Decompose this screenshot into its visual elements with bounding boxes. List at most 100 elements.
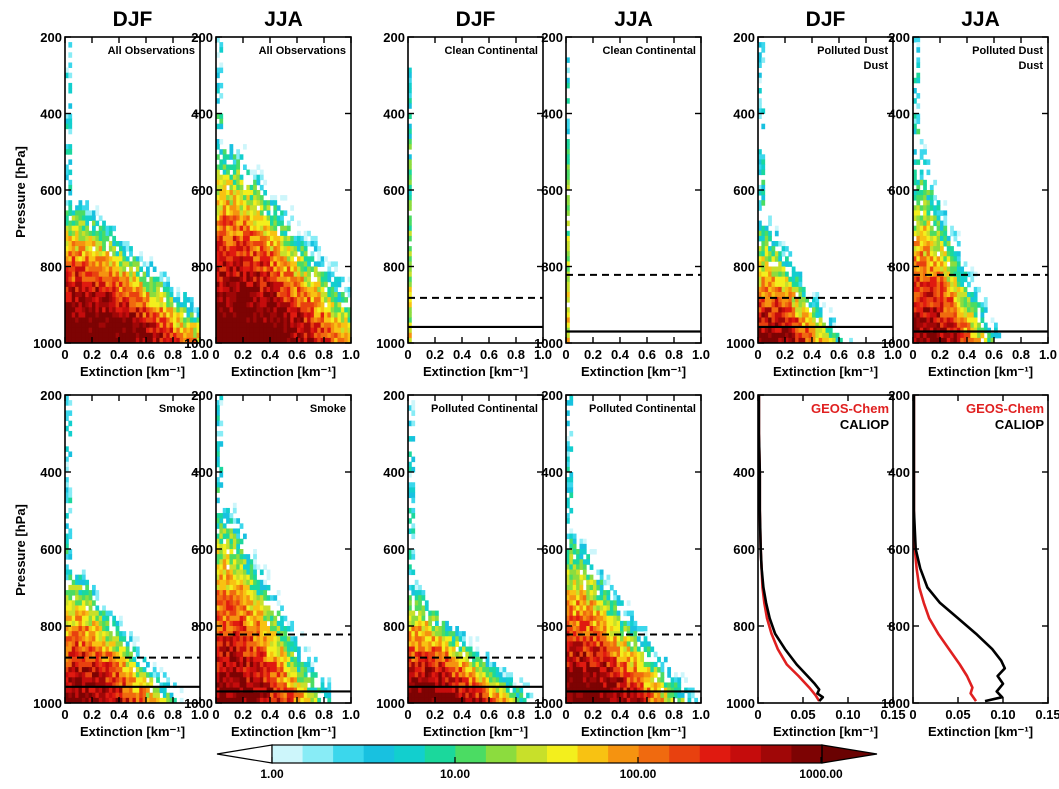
heatmap-cell: [222, 159, 227, 165]
heatmap-cell: [953, 332, 958, 339]
heatmap-cell: [408, 528, 412, 534]
heatmap-cell: [960, 312, 965, 318]
heatmap-cell: [330, 312, 335, 318]
heatmap-cell: [263, 256, 268, 262]
heatmap-cell: [226, 661, 230, 668]
heatmap-cell: [926, 276, 931, 283]
category-label: Clean Continental: [444, 45, 538, 57]
heatmap-cell: [805, 327, 810, 334]
heatmap-cell: [566, 174, 570, 181]
heatmap-cell: [122, 332, 127, 339]
heatmap-cell: [946, 307, 951, 313]
heatmap-cell: [633, 620, 638, 627]
heatmap-cell: [408, 405, 412, 411]
heatmap-cell: [478, 667, 483, 673]
heatmap-cell: [502, 682, 507, 688]
heatmap-cell: [229, 220, 234, 227]
heatmap-cell: [85, 205, 90, 211]
heatmap-cell: [71, 235, 76, 242]
heatmap-cell: [253, 307, 257, 313]
heatmap-cell: [569, 584, 574, 591]
heatmap-cell: [92, 661, 96, 668]
heatmap-cell: [226, 210, 230, 216]
heatmap-cell: [499, 692, 503, 699]
heatmap-cell: [431, 615, 436, 622]
heatmap-cell: [222, 337, 227, 344]
heatmap-cell: [222, 507, 227, 514]
heatmap-cell: [408, 436, 412, 442]
heatmap-cell: [630, 626, 634, 632]
heatmap-cell: [774, 332, 779, 339]
heatmap-cell: [320, 317, 325, 323]
heatmap-cell: [115, 302, 120, 308]
heatmap-cell: [115, 646, 120, 653]
heatmap-cell: [139, 256, 144, 262]
heatmap-cell: [92, 672, 96, 678]
heatmap-cell: [492, 697, 497, 704]
heatmap-cell: [283, 266, 288, 272]
heatmap-cell: [462, 636, 466, 642]
heatmap-cell: [92, 610, 96, 617]
heatmap-cell: [522, 682, 527, 688]
heatmap-cell: [102, 656, 106, 663]
heatmap-cell: [280, 235, 284, 242]
heatmap-cell: [761, 276, 766, 283]
heatmap-cell: [465, 697, 470, 704]
heatmap-cell: [330, 337, 335, 344]
heatmap-cell: [216, 605, 220, 611]
heatmap-cell: [135, 687, 140, 694]
heatmap-cell: [115, 641, 120, 647]
heatmap-cell: [266, 692, 271, 699]
heatmap-cell: [222, 286, 227, 293]
heatmap-cell: [216, 513, 220, 519]
heatmap-cell: [280, 241, 284, 247]
heatmap-cell: [408, 472, 412, 478]
heatmap-cell: [569, 477, 574, 483]
heatmap-cell: [135, 667, 140, 673]
heatmap-cell: [953, 230, 958, 237]
heatmap-cell: [280, 225, 284, 232]
heatmap-cell: [78, 610, 83, 617]
heatmap-cell: [785, 322, 789, 329]
heatmap-cell: [65, 615, 69, 622]
heatmap-cell: [81, 574, 86, 581]
heatmap-cell: [923, 235, 927, 242]
heatmap-cell: [963, 286, 968, 293]
heatmap-cell: [169, 332, 174, 339]
heatmap-cell: [603, 610, 607, 617]
heatmap-cell: [970, 322, 975, 329]
heatmap-cell: [259, 235, 264, 242]
heatmap-cell: [122, 646, 127, 653]
heatmap-cell: [293, 281, 298, 288]
heatmap-cell: [983, 297, 988, 303]
heatmap-cell: [125, 241, 130, 247]
heatmap-cell: [980, 317, 985, 323]
heatmap-cell: [88, 626, 93, 632]
heatmap-cell: [152, 286, 157, 293]
heatmap-cell: [246, 230, 251, 237]
heatmap-cell: [239, 184, 244, 191]
heatmap-cell: [226, 276, 230, 283]
heatmap-cell: [226, 579, 230, 586]
heatmap-cell: [71, 297, 76, 303]
heatmap-cell: [102, 332, 106, 339]
heatmap-cell: [411, 554, 416, 560]
heatmap-cell: [758, 230, 762, 237]
heatmap-cell: [566, 620, 570, 627]
heatmap-cell: [92, 271, 96, 278]
heatmap-cell: [239, 225, 244, 232]
x-axis-label: Extinction [km⁻¹]: [423, 724, 528, 739]
heatmap-cell: [219, 518, 224, 524]
heatmap-cell: [273, 307, 278, 313]
heatmap-cell: [569, 487, 574, 493]
heatmap-cell: [300, 667, 305, 673]
heatmap-cell: [337, 302, 342, 308]
heatmap-cell: [75, 692, 79, 699]
heatmap-cell: [81, 286, 86, 293]
heatmap-cell: [286, 626, 291, 632]
heatmap-cell: [129, 667, 133, 673]
heatmap-cell: [132, 307, 137, 313]
heatmap-cell: [222, 595, 227, 601]
heatmap-cell: [216, 312, 220, 318]
heatmap-cell: [216, 266, 220, 272]
